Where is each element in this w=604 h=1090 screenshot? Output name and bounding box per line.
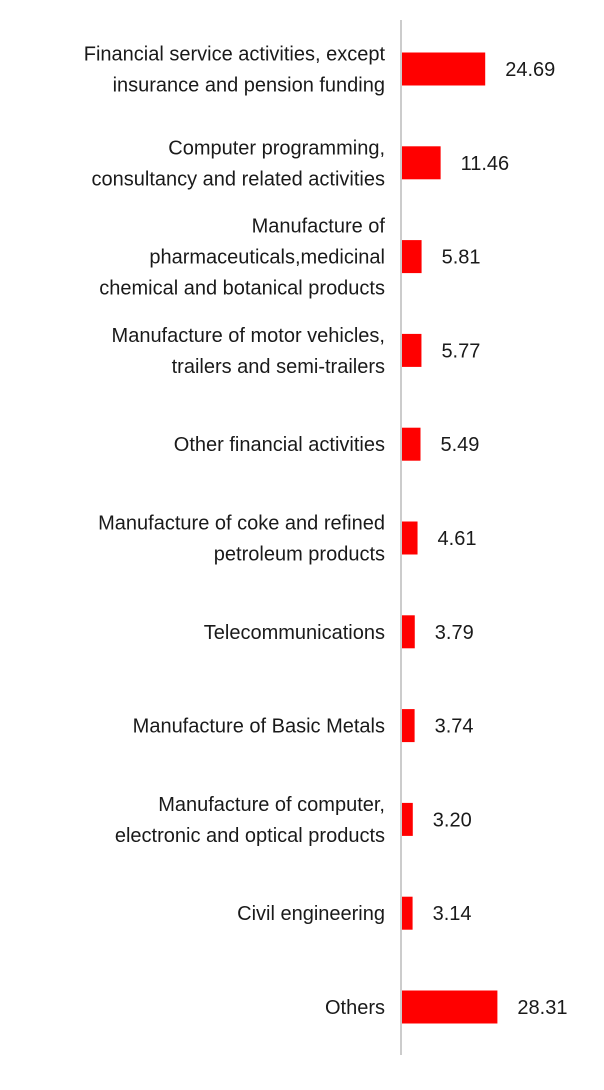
data-label: 11.46 [461,153,510,175]
data-label: 28.31 [517,997,567,1019]
category-label: Civil engineering [237,903,385,925]
category-label: Manufacture of computer, [158,794,385,816]
data-label: 5.49 [441,434,480,456]
bar [402,333,422,367]
category-label: Manufacture of [252,216,386,238]
category-label: Manufacture of Basic Metals [133,716,385,738]
category-label: Other financial activities [174,434,385,456]
value-labels-group: 24.69 11.46 5.81 5.77 5.49 4.61 3.79 3.74 3.20 3.… [433,59,568,1019]
category-label: Computer programming, [168,137,385,159]
category-label: Telecommunications [204,622,385,644]
bar [402,146,441,180]
bar [402,52,486,86]
category-label: insurance and pension funding [113,75,385,97]
category-label: electronic and optical products [115,825,385,847]
category-label: consultancy and related activities [92,168,386,190]
category-label: Manufacture of coke and refined [98,513,385,535]
data-label: 5.77 [441,340,480,362]
data-label: 24.69 [505,59,555,81]
bar [402,427,421,461]
category-label: Manufacture of motor vehicles, [112,325,385,347]
data-label: 3.79 [435,622,474,644]
bar [402,990,498,1024]
bar [402,615,415,649]
data-label: 3.74 [435,716,474,738]
bar [402,896,413,930]
category-labels-group: Financial service activities, except insu… [84,44,386,1020]
category-label: chemical and botanical products [99,278,385,300]
category-label: pharmaceuticals,medicinal [149,247,385,269]
bar [402,240,422,274]
category-label: Financial service activities, except [84,44,386,66]
data-label: 3.14 [433,903,472,925]
bar [402,709,415,743]
data-label: 3.20 [433,809,472,831]
category-label: trailers and semi-trailers [172,356,385,378]
category-label: Others [325,997,385,1019]
bar [402,521,418,555]
data-label: 4.61 [438,528,477,550]
category-label: petroleum products [214,544,385,566]
data-label: 5.81 [442,247,481,269]
bar [402,802,413,836]
bars-group [402,52,498,1024]
